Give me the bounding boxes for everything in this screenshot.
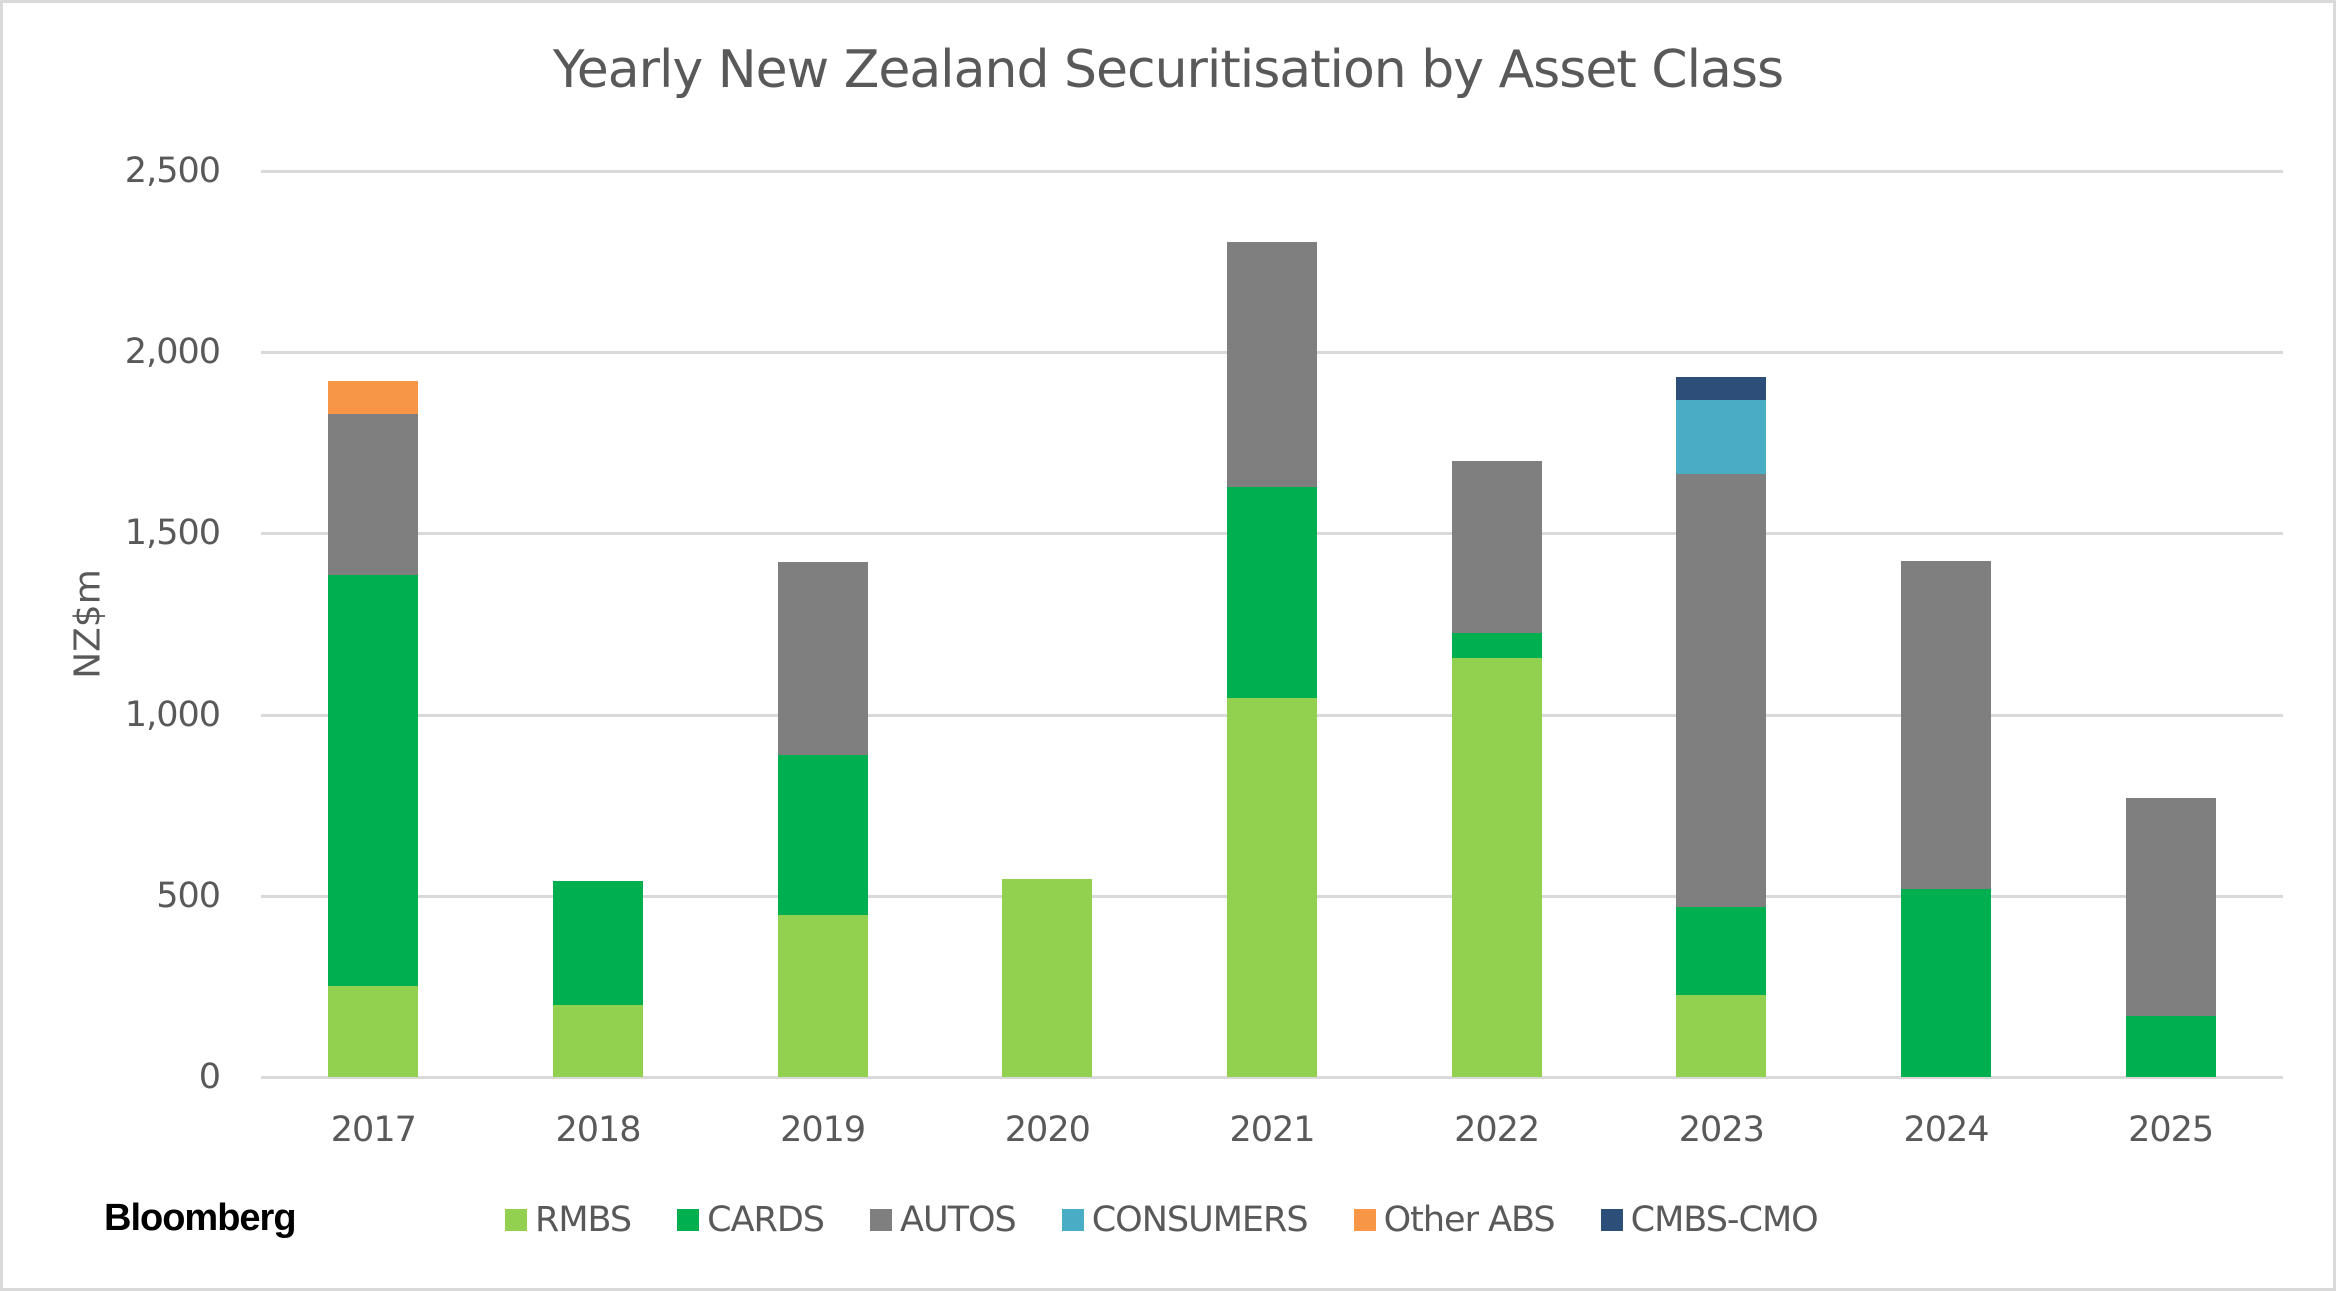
bar-segment-rmbs <box>553 1004 643 1077</box>
bar-2025 <box>2125 171 2216 1077</box>
legend-label: CMBS-CMO <box>1630 1200 1819 1240</box>
legend-swatch-icon <box>1600 1209 1623 1231</box>
x-tick-label: 2024 <box>1903 1110 1989 1150</box>
bar-segment-autos <box>1901 560 1991 889</box>
legend-swatch-icon <box>1061 1209 1084 1231</box>
x-tick-label: 2025 <box>2128 1110 2214 1150</box>
legend-item-consumers: CONSUMERS <box>1061 1200 1309 1240</box>
x-tick-label: 2019 <box>780 1110 866 1150</box>
bar-2024 <box>1901 171 1991 1077</box>
bar-segment-cmbs-cmo <box>1676 377 1767 401</box>
bar-segment-rmbs <box>1676 995 1767 1077</box>
bar-segment-consumers <box>1676 400 1767 474</box>
bar-2019 <box>777 171 868 1077</box>
y-tick-label: 0 <box>198 1057 221 1097</box>
y-tick-label: 500 <box>156 875 221 916</box>
bar-segment-other-abs <box>328 381 419 414</box>
bar-segment-cards <box>777 754 868 916</box>
x-tick-label: 2021 <box>1229 1110 1315 1150</box>
legend-swatch-icon <box>870 1209 893 1231</box>
bar-segment-autos <box>328 413 419 576</box>
x-tick-label: 2018 <box>555 1110 641 1150</box>
bar-segment-cards <box>1901 888 1991 1077</box>
y-tick-label: 1,500 <box>124 513 221 554</box>
legend-swatch-icon <box>505 1209 527 1231</box>
legend-label: RMBS <box>535 1200 632 1240</box>
legend-label: CARDS <box>707 1200 825 1240</box>
bar-segment-rmbs <box>777 915 868 1077</box>
legend-item-rmbs: RMBS <box>505 1200 632 1240</box>
bar-2018 <box>553 171 643 1077</box>
legend-item-cards: CARDS <box>677 1200 825 1240</box>
bar-2021 <box>1227 171 1317 1077</box>
bar-2020 <box>1002 171 1093 1077</box>
bar-2017 <box>328 171 419 1077</box>
legend-label: CONSUMERS <box>1091 1200 1309 1240</box>
bar-segment-rmbs <box>328 986 419 1077</box>
bar-segment-autos <box>1227 242 1317 488</box>
bar-segment-cards <box>328 575 419 987</box>
bar-segment-rmbs <box>1451 658 1542 1077</box>
bar-segment-autos <box>777 562 868 755</box>
legend-label: AUTOS <box>900 1200 1017 1240</box>
x-tick-label: 2020 <box>1004 1110 1091 1150</box>
bar-segment-autos <box>1451 461 1542 634</box>
bar-2022 <box>1451 171 1542 1077</box>
bar-segment-rmbs <box>1002 879 1093 1077</box>
x-tick-label: 2022 <box>1454 1110 1540 1150</box>
y-tick-label: 2,500 <box>124 151 221 191</box>
bar-segment-autos <box>2125 798 2216 1017</box>
bar-2023 <box>1676 171 1767 1077</box>
bar-segment-cards <box>1451 633 1542 659</box>
legend-label: Other ABS <box>1383 1200 1556 1240</box>
y-tick-label: 2,000 <box>124 332 221 373</box>
gridline <box>261 170 2283 173</box>
bar-segment-cards <box>553 880 643 1005</box>
bar-segment-cards <box>1227 487 1317 698</box>
legend: RMBS CARDS AUTOS CONSUMERS Other ABS CMBS-CMO <box>505 1200 1819 1240</box>
bar-segment-cards <box>1676 907 1767 996</box>
legend-item-autos: AUTOS <box>870 1200 1017 1240</box>
x-tick-label: 2017 <box>330 1110 417 1150</box>
y-tick-label: 1,000 <box>124 694 221 735</box>
legend-item-other-abs: Other ABS <box>1353 1200 1556 1240</box>
bloomberg-logo: Bloomberg <box>104 1197 297 1239</box>
x-tick-label: 2023 <box>1678 1110 1765 1150</box>
chart-title: Yearly New Zealand Securitisation by Ass… <box>552 40 1784 100</box>
bar-segment-autos <box>1676 473 1767 908</box>
y-axis-label: NZ$m <box>67 569 109 679</box>
legend-item-cmbs-cmo: CMBS-CMO <box>1600 1200 1819 1240</box>
legend-swatch-icon <box>1353 1209 1376 1231</box>
gridline <box>261 1076 2283 1079</box>
legend-swatch-icon <box>677 1209 700 1231</box>
bar-segment-rmbs <box>1227 697 1317 1077</box>
plot-area <box>261 171 2283 1077</box>
bar-segment-cards <box>2125 1016 2216 1077</box>
